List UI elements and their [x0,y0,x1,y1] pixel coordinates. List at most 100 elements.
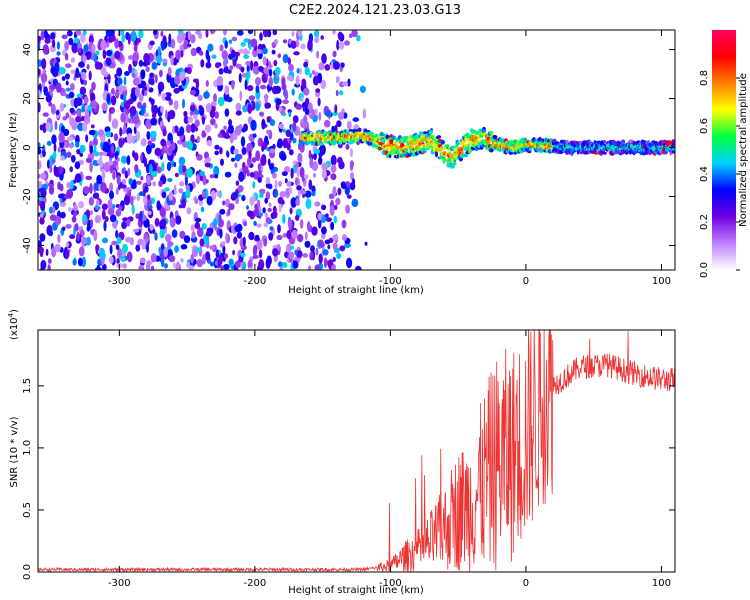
heat-cell-259 [282,39,288,44]
colorbar-label: Normalized spectral amplitude [738,73,749,227]
heat-cell-1530 [301,78,307,89]
heat-cell-1048 [289,207,293,215]
heat-cell-1444 [79,152,83,157]
heat-cell-1317 [139,210,143,221]
heat-cell-202 [173,161,177,168]
heat-cell-1350 [74,72,82,78]
heat-cell-1216 [247,259,253,270]
heat-cell-671 [265,176,271,186]
heat-cell-639 [214,226,219,231]
heat-cell-1556 [231,79,235,90]
heat-cell-1340 [93,54,97,64]
heat-cell-1723 [52,39,56,48]
heat-cell-1669 [96,174,103,184]
heat-cell-1125 [75,116,82,123]
heat-cell-1335 [152,181,157,187]
heat-cell-1265 [116,175,121,186]
heat-cell-1121 [182,140,189,148]
heat-cell-1254 [332,30,336,35]
heat-cell-1161 [266,129,271,135]
heat-cell-260 [347,78,351,87]
heat-cell-341 [291,31,295,37]
heat-cell-510 [92,192,100,199]
heat-cell-1489 [55,166,60,178]
heat-cell-988 [73,37,79,44]
heat-cell-1302 [346,257,353,269]
heat-cell-956 [277,224,281,234]
heat-cell-37 [222,245,226,254]
heat-cell-438 [334,204,338,210]
heat-cell-1514 [252,133,257,138]
heat-cell-1456 [278,106,283,112]
heat-cell-1198 [38,68,41,76]
heat-cell-290 [215,62,220,69]
heat-cell-1589 [281,77,286,88]
heat-cell-1118 [48,229,54,237]
heat-cell-319 [217,133,223,138]
heat-cell-1612 [234,225,242,233]
heat-cell-1694 [95,199,100,206]
heat-cell-1709 [186,168,193,178]
heat-cell-16 [64,41,69,51]
heat-cell-1039 [240,262,244,269]
heat-cell-1437 [288,251,295,260]
heat-cell-236 [130,196,134,206]
heat-cell-1078 [254,234,260,240]
heat-cell-943 [136,193,141,202]
heat-cell-406 [332,50,337,58]
heat-cell-1517 [332,186,337,197]
heat-cell-2454 [477,138,482,143]
heat-cell-1218 [109,190,114,200]
heat-cell-77 [282,128,286,133]
heat-cell-781 [315,88,321,93]
heat-cell-1151 [223,263,230,270]
heat-cell-1303 [72,258,77,266]
heat-cell-875 [321,204,325,211]
heat-cell-664 [217,96,225,107]
heat-cell-325 [65,80,69,86]
heat-cell-829 [334,124,338,133]
heat-cell-2305 [440,139,445,145]
heat-cell-1099 [140,69,146,80]
heat-cell-130 [50,103,56,115]
heat-cell-440 [121,33,126,43]
heat-cell-567 [51,134,57,145]
heat-cell-1234 [168,191,174,202]
heat-cell-980 [138,93,144,102]
heat-cell-1687 [214,174,219,179]
heat-cell-1301 [249,172,255,178]
heat-cell-1154 [178,188,184,194]
heat-cell-343 [109,214,117,223]
heat-cell-1508 [325,213,329,218]
heat-cell-1682 [104,142,111,153]
heat-cell-313 [259,111,265,117]
heat-cell-792 [269,163,274,171]
heat-cell-861 [286,181,292,187]
heat-cell-1459 [362,108,367,119]
heat-cell-594 [137,101,142,109]
heat-cell-1596 [134,164,139,174]
heat-cell-629 [116,258,120,265]
heat-cell-645 [288,111,292,118]
heat-cell-1586 [331,264,336,270]
heat-cell-1697 [106,57,112,66]
heat-cell-384 [309,157,314,169]
heat-cell-1233 [144,185,149,193]
heat-cell-1135 [276,142,281,148]
heat-cell-1432 [285,129,292,137]
heat-cell-2335 [447,159,452,162]
heat-cell-952 [57,146,61,153]
heat-cell-1431 [272,205,277,214]
heat-cell-1468 [292,115,299,124]
heat-cell-1523 [216,75,224,86]
heat-cell-1034 [255,101,261,111]
heat-cell-235 [300,96,304,102]
heat-cell-1544 [153,104,159,115]
heat-cell-1343 [213,93,217,103]
heat-cell-990 [258,212,264,217]
heat-cell-853 [321,226,327,235]
heat-cell-307 [92,159,98,166]
heat-cell-1080 [263,238,268,247]
heat-cell-112 [111,240,118,246]
heat-cell-1484 [126,218,131,227]
